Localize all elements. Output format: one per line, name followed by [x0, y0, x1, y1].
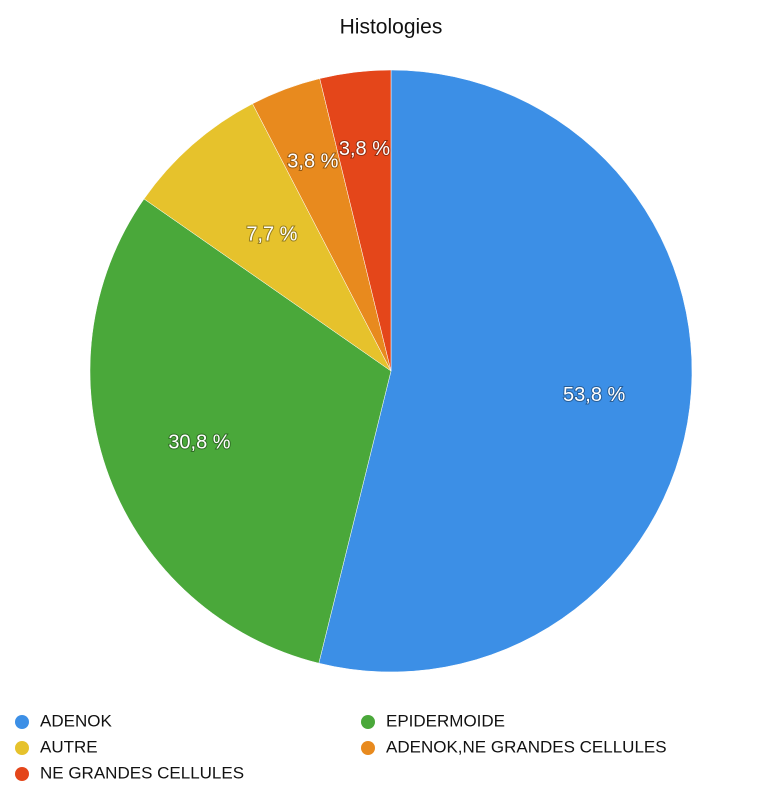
legend-label: ADENOK,NE GRANDES CELLULES	[386, 737, 667, 756]
legend-label: NE GRANDES CELLULES	[40, 763, 244, 782]
legend-label: ADENOK	[40, 711, 112, 730]
legend-label: AUTRE	[40, 737, 98, 756]
legend-label: EPIDERMOIDE	[386, 711, 505, 730]
pie-slice	[319, 69, 392, 372]
value-label: 3,8 %	[339, 138, 390, 160]
value-label: 7,7 %	[246, 224, 297, 246]
legend-marker	[15, 715, 29, 729]
legend-marker	[15, 767, 29, 781]
chart-title: Histologies	[340, 16, 443, 39]
value-label: 53,8 %	[563, 384, 625, 406]
pie-slice	[318, 69, 693, 673]
pie-slice	[89, 198, 392, 664]
legend-marker	[361, 715, 375, 729]
legend-marker	[361, 741, 375, 755]
value-label: 3,8 %	[287, 151, 338, 173]
legend-marker	[15, 741, 29, 755]
pie-slice	[143, 103, 392, 372]
value-label: 30,8 %	[168, 431, 230, 453]
